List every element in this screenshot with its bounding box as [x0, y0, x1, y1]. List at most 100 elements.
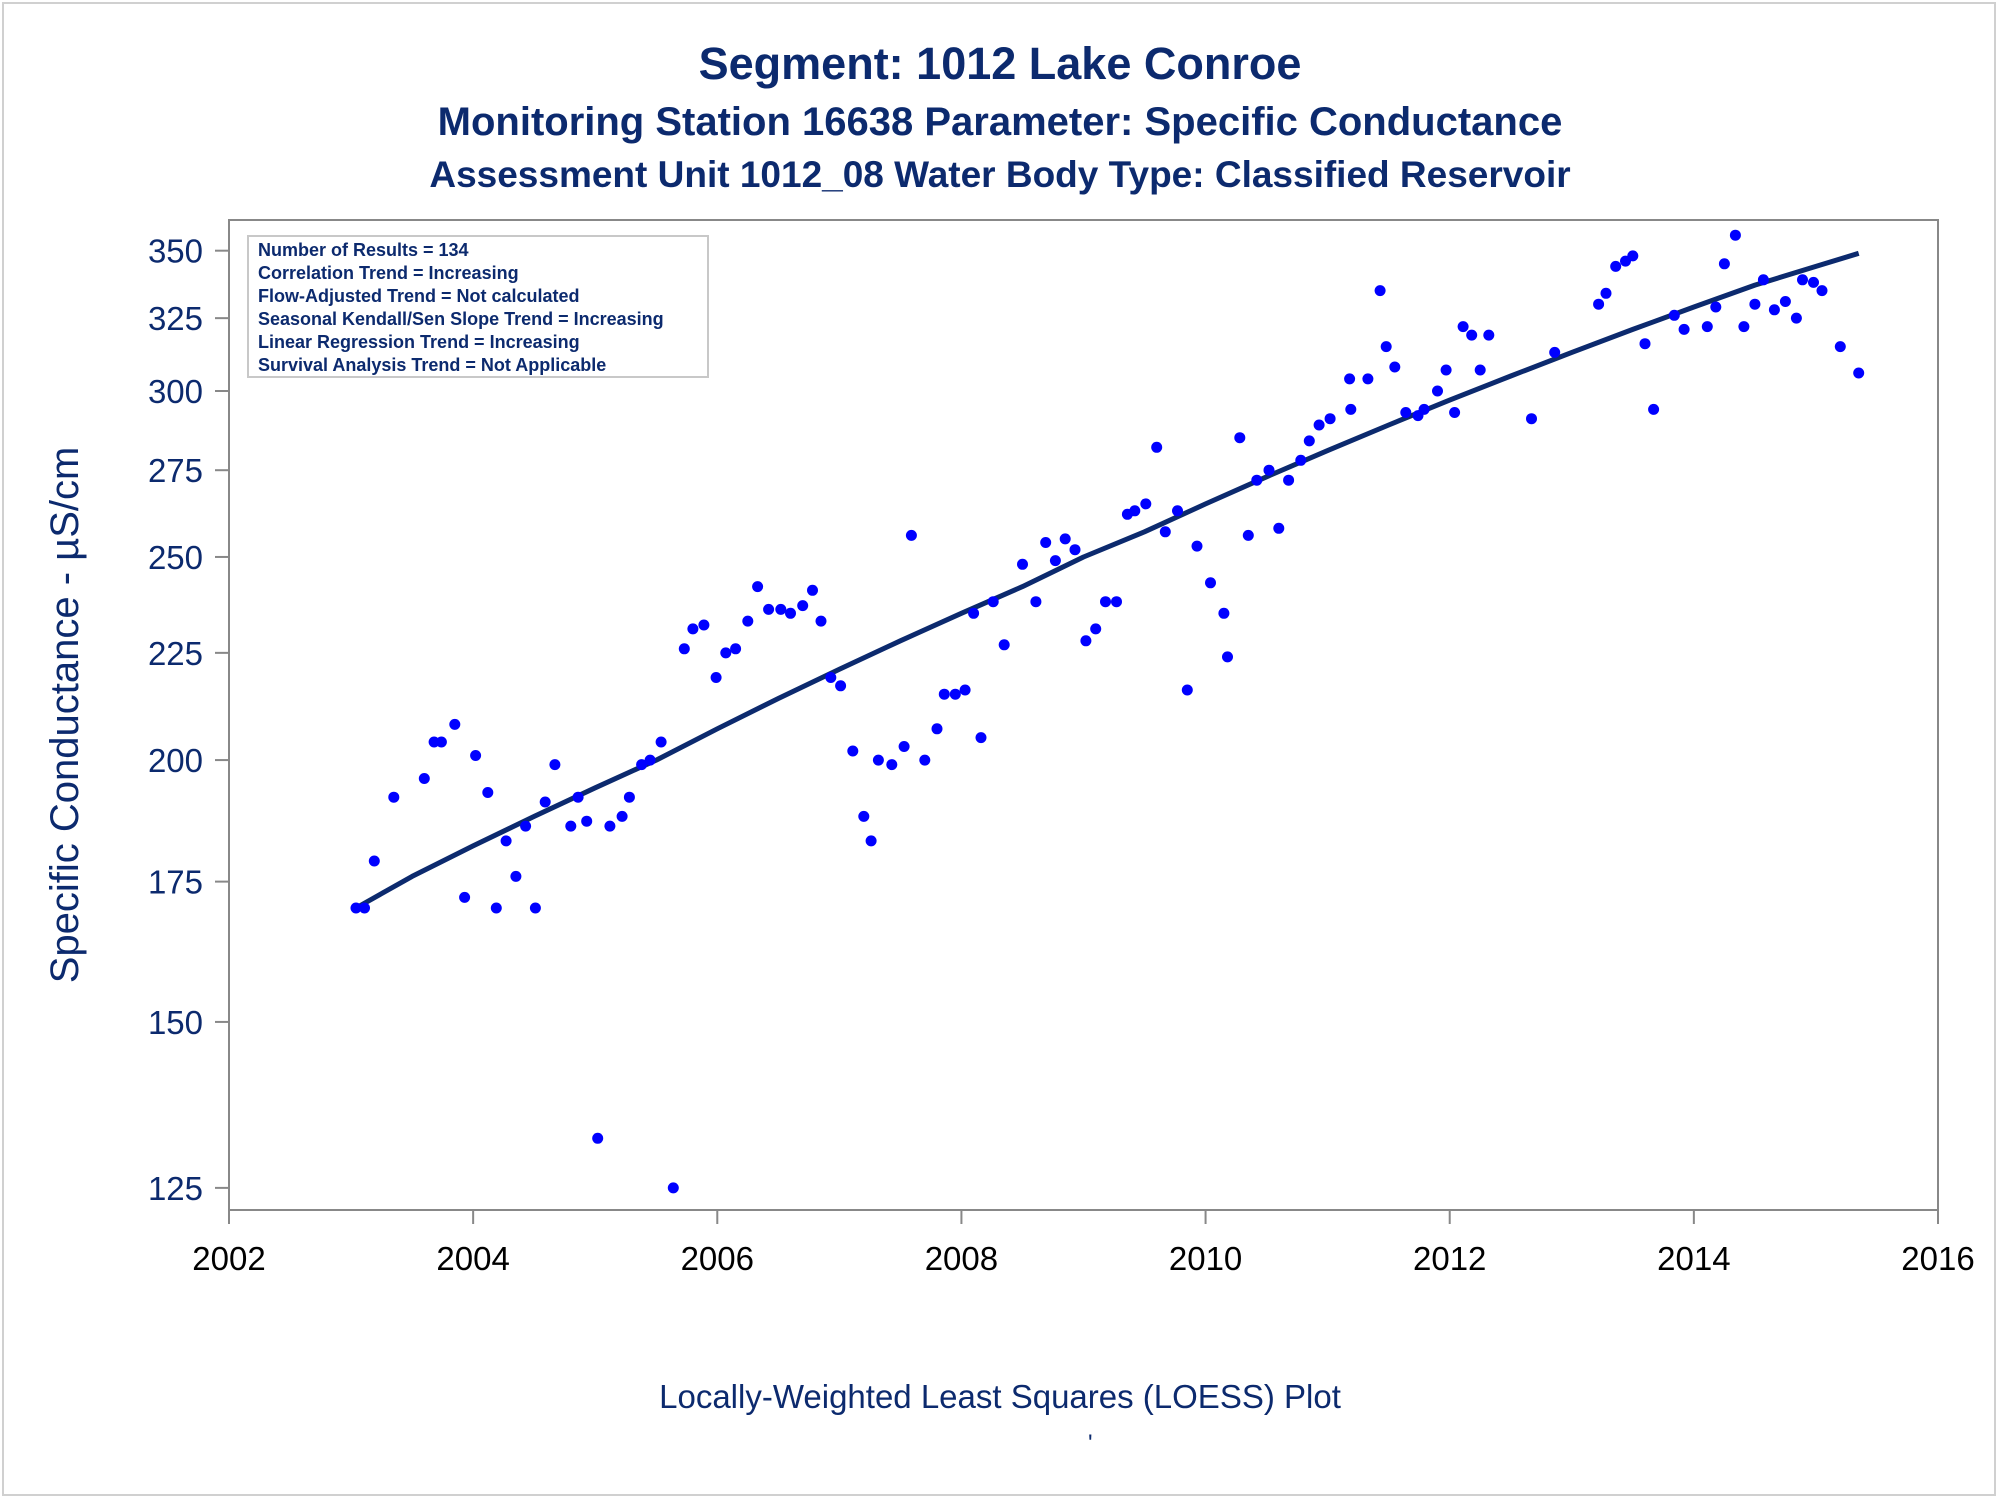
plot-footnote: Locally-Weighted Least Squares (LOESS) P…: [659, 1378, 1341, 1415]
data-point: [604, 820, 616, 832]
data-point: [1059, 533, 1071, 545]
data-point: [520, 820, 532, 832]
chart-title: Segment: 1012 Lake Conroe: [698, 38, 1302, 89]
data-point: [898, 741, 910, 752]
data-point: [435, 736, 447, 748]
data-point: [388, 791, 400, 803]
data-point: [938, 688, 950, 700]
legend-box: [247, 235, 709, 378]
data-point: [1273, 522, 1285, 534]
data-point: [1374, 285, 1386, 297]
data-point: [949, 688, 961, 700]
y-axis-label: Specific Conductance - µS/cm: [43, 447, 87, 984]
data-point: [490, 902, 502, 914]
data-point: [1432, 385, 1443, 397]
data-point: [1474, 364, 1486, 376]
data-point: [1853, 367, 1865, 379]
data-point: [698, 619, 710, 631]
data-point: [1090, 623, 1102, 635]
trend-line-group: [354, 250, 1860, 911]
data-point: [359, 902, 370, 914]
data-point: [858, 810, 870, 822]
data-point: [565, 820, 577, 832]
x-tick-label: 2014: [1657, 1240, 1730, 1277]
y-tick-label: 275: [148, 452, 203, 489]
y-tick-label: 200: [148, 742, 203, 779]
data-point: [1449, 407, 1461, 418]
data-point: [763, 603, 775, 615]
data-point: [549, 759, 561, 771]
x-tick-label: 2002: [192, 1240, 265, 1277]
data-point: [1151, 441, 1163, 453]
legend-line: Survival Analysis Trend = Not Applicable: [258, 355, 606, 375]
data-point: [1790, 312, 1802, 324]
data-point: [1049, 555, 1061, 567]
data-point: [1205, 577, 1216, 589]
data-point: [1738, 321, 1750, 333]
data-point: [1295, 454, 1307, 466]
x-axis: 2002 2004 2006 2008 2010 2012 2014 2016: [192, 1210, 1975, 1277]
data-point: [987, 596, 999, 608]
data-point: [667, 1182, 679, 1194]
data-point: [616, 810, 628, 822]
data-point: [1483, 329, 1495, 341]
data-point: [1344, 373, 1356, 385]
data-point: [1181, 684, 1193, 696]
data-point: [1100, 596, 1111, 608]
data-point: [1678, 323, 1690, 335]
data-point: [1172, 505, 1183, 517]
data-point: [572, 791, 584, 803]
x-tick-label: 2010: [1169, 1240, 1242, 1277]
x-tick-label: 2004: [436, 1240, 509, 1277]
x-tick-label: 2012: [1413, 1240, 1486, 1277]
data-point: [1362, 373, 1374, 385]
footnote-mark: ': [1088, 1430, 1093, 1457]
data-point: [797, 600, 809, 612]
data-point: [1303, 435, 1315, 447]
data-point: [1779, 296, 1791, 307]
data-point: [905, 529, 917, 541]
data-points: [350, 229, 1865, 1194]
data-point: [1380, 341, 1392, 353]
data-point: [1639, 338, 1651, 350]
data-point: [1030, 596, 1042, 608]
data-point: [1627, 250, 1639, 262]
y-tick-label: 350: [148, 233, 203, 270]
data-point: [1111, 596, 1122, 608]
data-point: [1808, 276, 1819, 288]
data-point: [1242, 529, 1254, 541]
data-point: [581, 815, 593, 827]
data-point: [742, 615, 754, 627]
data-point: [931, 723, 943, 735]
legend-line: Number of Results = 134: [258, 240, 469, 260]
data-point: [815, 615, 827, 627]
data-point: [710, 672, 722, 683]
chart-subtitle-assessment: Assessment Unit 1012_08 Water Body Type:…: [429, 154, 1571, 195]
data-point: [482, 787, 494, 798]
data-point: [687, 623, 699, 635]
data-point: [720, 647, 732, 659]
data-point: [368, 855, 380, 867]
data-point: [1263, 464, 1275, 476]
data-point: [1710, 301, 1722, 313]
data-point: [1418, 403, 1430, 415]
data-point: [1324, 413, 1336, 425]
data-point: [1159, 526, 1171, 538]
data-point: [1251, 474, 1263, 486]
data-point: [529, 902, 541, 914]
data-point: [459, 891, 471, 903]
chart-subtitle-station: Monitoring Station 16638 Parameter: Spec…: [437, 100, 1563, 144]
legend-line: Correlation Trend = Increasing: [258, 263, 519, 283]
y-tick-label: 150: [148, 1004, 203, 1041]
y-tick-label: 250: [148, 539, 203, 576]
data-point: [1313, 419, 1325, 431]
x-tick-label: 2016: [1901, 1240, 1974, 1277]
data-point: [835, 680, 847, 692]
data-point: [1768, 304, 1780, 316]
x-tick-label: 2008: [925, 1240, 998, 1277]
data-point: [1283, 474, 1295, 486]
data-point: [1017, 558, 1028, 570]
legend-line: Seasonal Kendall/Sen Slope Trend = Incre…: [258, 309, 664, 329]
data-point: [825, 672, 837, 683]
